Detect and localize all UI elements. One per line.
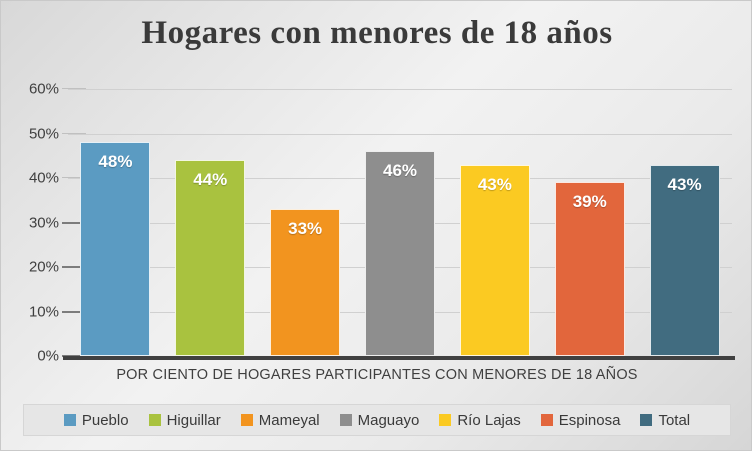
bar[interactable] <box>554 182 625 356</box>
legend-swatch-icon <box>339 414 352 426</box>
y-axis-tick-label: 0% <box>37 347 59 365</box>
bar-column[interactable]: 46% <box>365 89 435 356</box>
x-axis-title: POR CIENTO DE HOGARES PARTICIPANTES CON … <box>116 367 638 383</box>
x-axis-baseline <box>63 356 735 360</box>
y-axis-tick <box>62 132 86 134</box>
bar-value-label: 44% <box>193 170 228 190</box>
bar[interactable] <box>649 164 720 356</box>
y-axis-tick <box>62 266 86 268</box>
y-axis-tick <box>62 221 86 224</box>
legend-label: Higuillar <box>166 411 221 429</box>
legend-item[interactable]: Higuillar <box>148 411 221 429</box>
legend-item[interactable]: Pueblo <box>63 411 129 429</box>
bar[interactable] <box>365 151 435 356</box>
bar[interactable] <box>80 142 151 356</box>
y-axis-tick-label: 60% <box>28 80 59 98</box>
legend-label: Mameyal <box>258 411 320 429</box>
bar-column[interactable]: 39% <box>554 89 625 356</box>
bar[interactable] <box>459 164 530 356</box>
y-axis-tick <box>62 310 86 313</box>
legend-swatch-icon <box>439 414 452 426</box>
legend-item[interactable]: Maguayo <box>339 411 420 429</box>
gridline <box>68 89 732 90</box>
y-axis-tick-label: 50% <box>28 125 59 142</box>
y-axis-tick-label: 40% <box>28 169 59 187</box>
y-axis-tick-labels: 0% 10% 20% 30% 40% 50% 60% <box>1 81 59 365</box>
legend-swatch-icon <box>148 414 161 426</box>
chart-legend: Pueblo Higuillar Mameyal Maguayo Río Lajas Es… <box>23 404 731 436</box>
y-axis-tick <box>62 88 86 89</box>
legend-swatch-icon <box>540 414 553 426</box>
y-axis-tick-label: 30% <box>28 214 59 231</box>
chart-title: Hogares con menores de 18 años <box>141 15 613 51</box>
bar-column[interactable]: 33% <box>270 89 341 356</box>
legend-item[interactable]: Mameyal <box>240 411 320 429</box>
legend-label: Maguayo <box>357 411 420 429</box>
legend-swatch-icon <box>640 414 653 426</box>
legend-swatch-icon <box>63 414 76 426</box>
bar-column[interactable]: 48% <box>80 89 151 356</box>
legend-label: Espinosa <box>558 411 621 429</box>
bar-value-label: 33% <box>288 219 323 239</box>
legend-label: Pueblo <box>81 411 129 429</box>
y-axis-tick-label: 20% <box>28 258 59 276</box>
legend-item[interactable]: Espinosa <box>540 411 621 429</box>
bar-series: 48% 44% 33% 46% 43% 39% 43% <box>68 89 732 356</box>
legend-label: Río Lajas <box>457 411 521 429</box>
bar-column[interactable]: 43% <box>649 89 720 356</box>
bar-value-label: 48% <box>98 152 133 172</box>
bar-value-label: 46% <box>382 161 418 181</box>
bar-value-label: 39% <box>572 192 607 212</box>
gridline <box>68 133 732 135</box>
bar-value-label: 43% <box>667 174 702 194</box>
y-axis-tick <box>62 177 86 178</box>
y-axis-tick-label: 10% <box>28 303 59 320</box>
legend-swatch-icon <box>240 414 253 426</box>
bar[interactable] <box>175 160 246 356</box>
bar-column[interactable]: 43% <box>459 89 530 356</box>
bar[interactable] <box>270 209 341 356</box>
bar-value-label: 43% <box>477 174 512 194</box>
legend-label: Total <box>658 411 691 429</box>
legend-item[interactable]: Río Lajas <box>439 411 521 429</box>
legend-item[interactable]: Total <box>640 412 690 429</box>
bar-column[interactable]: 44% <box>175 89 246 356</box>
